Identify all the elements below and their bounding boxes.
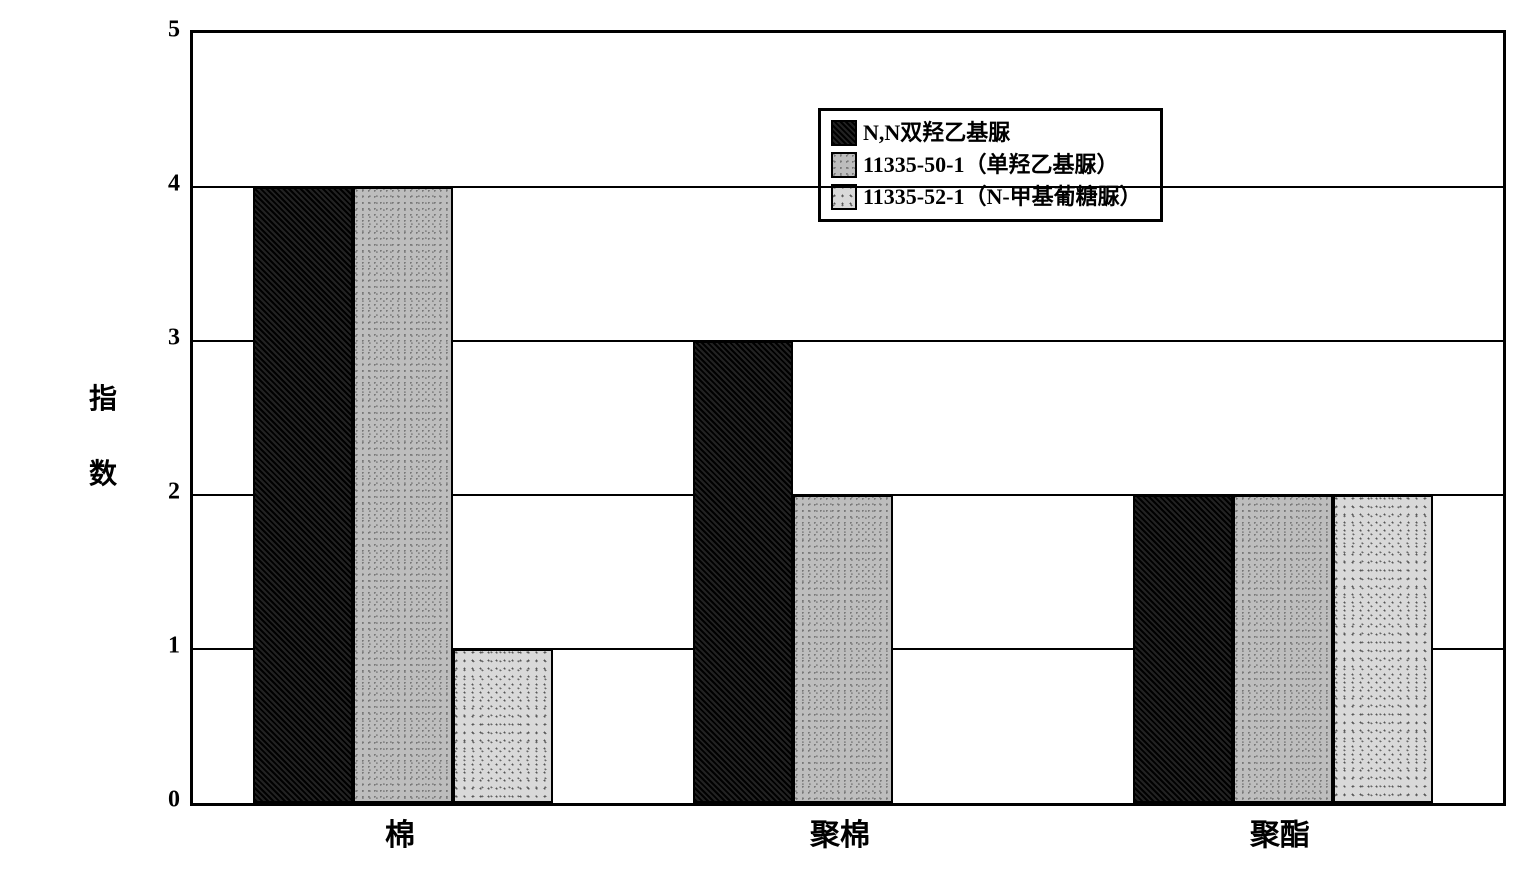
y-tick-label: 2	[150, 479, 180, 506]
bar	[1133, 495, 1233, 803]
legend: N,N双羟乙基脲11335-50-1（单羟乙基脲）11335-52-1（N-甲基…	[818, 108, 1163, 222]
bar	[1333, 495, 1433, 803]
y-tick-label: 3	[150, 325, 180, 352]
plot-area: N,N双羟乙基脲11335-50-1（单羟乙基脲）11335-52-1（N-甲基…	[190, 30, 1506, 806]
x-tick-label: 棉	[300, 810, 500, 854]
y-tick-label: 1	[150, 633, 180, 660]
bar	[793, 495, 893, 803]
y-tick-label: 4	[150, 171, 180, 198]
legend-label: N,N双羟乙基脲	[863, 117, 1010, 149]
x-tick-label: 聚酯	[1180, 810, 1380, 854]
bar	[1233, 495, 1333, 803]
bar	[353, 187, 453, 803]
legend-swatch	[831, 120, 857, 146]
y-tick-label: 0	[150, 787, 180, 814]
legend-label: 11335-50-1（单羟乙基脲）	[863, 149, 1118, 181]
y-tick-label: 5	[150, 17, 180, 44]
bar	[453, 649, 553, 803]
x-tick-label: 聚棉	[740, 810, 940, 854]
chart-container: 指 数 N,N双羟乙基脲11335-50-1（单羟乙基脲）11335-52-1（…	[20, 20, 1510, 857]
y-axis-label: 指 数	[80, 383, 120, 494]
legend-swatch	[831, 152, 857, 178]
legend-item: N,N双羟乙基脲	[831, 117, 1142, 149]
bar	[253, 187, 353, 803]
bar	[693, 341, 793, 803]
legend-item: 11335-50-1（单羟乙基脲）	[831, 149, 1142, 181]
